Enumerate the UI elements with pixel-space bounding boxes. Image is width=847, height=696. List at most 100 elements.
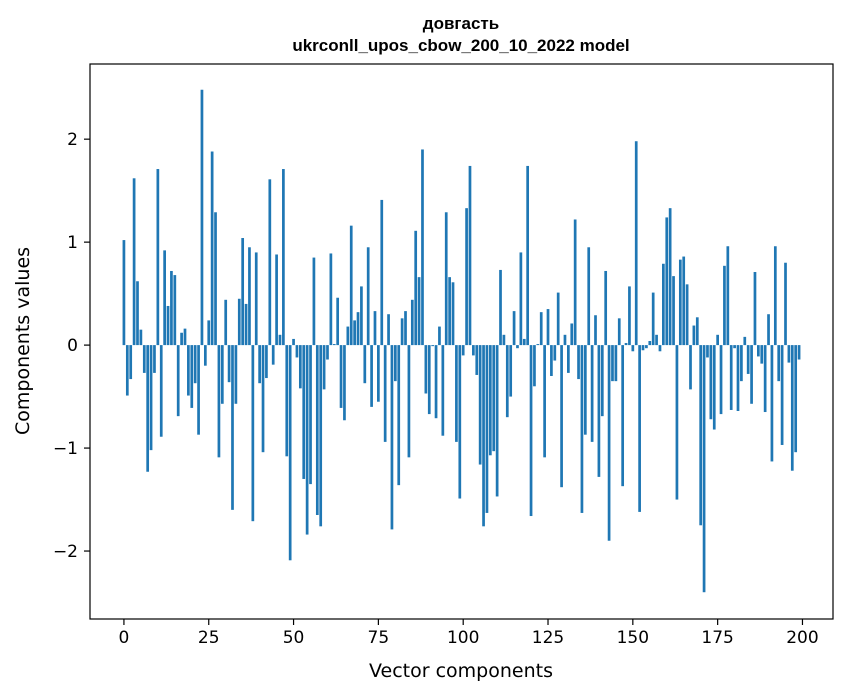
bar [363,345,367,384]
bar [706,345,709,358]
bar [458,345,462,499]
bar [631,345,635,352]
bar [519,252,523,346]
bar [556,292,560,346]
bar [665,217,669,346]
bar [417,277,421,346]
bar [773,246,777,346]
y-axis-ticks: −2 −1 0 1 2 [53,130,90,562]
chart-subtitle: ukrconll_upos_cbow_200_10_2022 model [292,36,629,55]
bar [757,345,760,357]
bar [767,314,770,346]
bar [692,325,696,346]
bar [740,345,743,382]
bar [339,345,343,408]
bar [234,345,238,404]
bar [678,259,682,346]
bar [366,247,370,346]
bar [383,345,387,442]
bar [577,345,580,380]
bar [224,299,228,346]
bar [282,169,285,346]
bar [604,270,608,346]
bar [163,250,166,346]
bar [200,89,204,346]
y-axis-label: Components values [12,247,34,435]
bar [733,345,736,349]
bar [736,345,740,411]
bar [292,338,295,346]
bar [536,344,540,346]
bar [319,345,323,527]
bar [590,345,594,442]
bar [597,345,601,477]
bar [142,345,146,373]
bar [322,345,326,390]
bar [475,345,479,375]
bar [655,334,658,346]
bar [441,345,445,436]
y-tick-label: −2 [53,542,78,562]
bar [122,240,126,346]
bar [485,345,489,513]
bar [607,345,611,541]
bar [315,345,319,515]
bar [156,169,160,346]
bar [648,340,652,346]
bar [553,345,557,361]
bar [139,329,143,346]
bar [231,345,234,510]
bar [672,276,675,346]
bar [780,345,784,445]
x-tick-label: 0 [119,628,130,648]
bar [455,345,458,442]
bar [197,345,200,435]
bar [343,345,346,421]
bar [125,345,129,396]
bar [217,345,221,458]
bar [770,345,774,462]
bar [387,314,390,346]
bar [682,256,686,346]
bar [309,345,312,485]
bar [132,178,136,346]
bar [370,345,373,407]
bar [638,345,641,512]
bar [268,179,272,346]
y-tick-label: 0 [67,336,78,356]
y-tick-label: 2 [67,130,78,150]
bar [451,282,455,346]
bar [193,345,197,384]
bar [617,318,621,346]
bar [478,345,482,465]
x-tick-label: 150 [617,628,649,648]
bar [410,299,414,346]
bar [461,345,465,356]
bar [621,345,625,487]
bar [183,328,187,346]
bar [746,345,750,374]
bar [153,345,156,373]
bar [180,332,183,346]
bar [702,345,706,593]
plot-frame [89,63,834,620]
bar [360,286,363,346]
bar [587,247,591,346]
bar [512,311,516,346]
bar [628,286,631,346]
bar [658,345,662,352]
x-axis-label: Vector components [369,660,553,682]
bar [220,345,224,404]
x-tick-label: 75 [368,628,390,648]
bar [750,345,753,404]
bar [712,345,716,430]
bar [444,212,448,346]
bar [170,270,173,346]
bar [278,334,282,346]
bar [600,345,604,417]
bar [787,345,791,363]
bar [353,320,356,346]
bar [326,345,329,360]
bar [560,345,563,488]
bar [210,151,214,346]
